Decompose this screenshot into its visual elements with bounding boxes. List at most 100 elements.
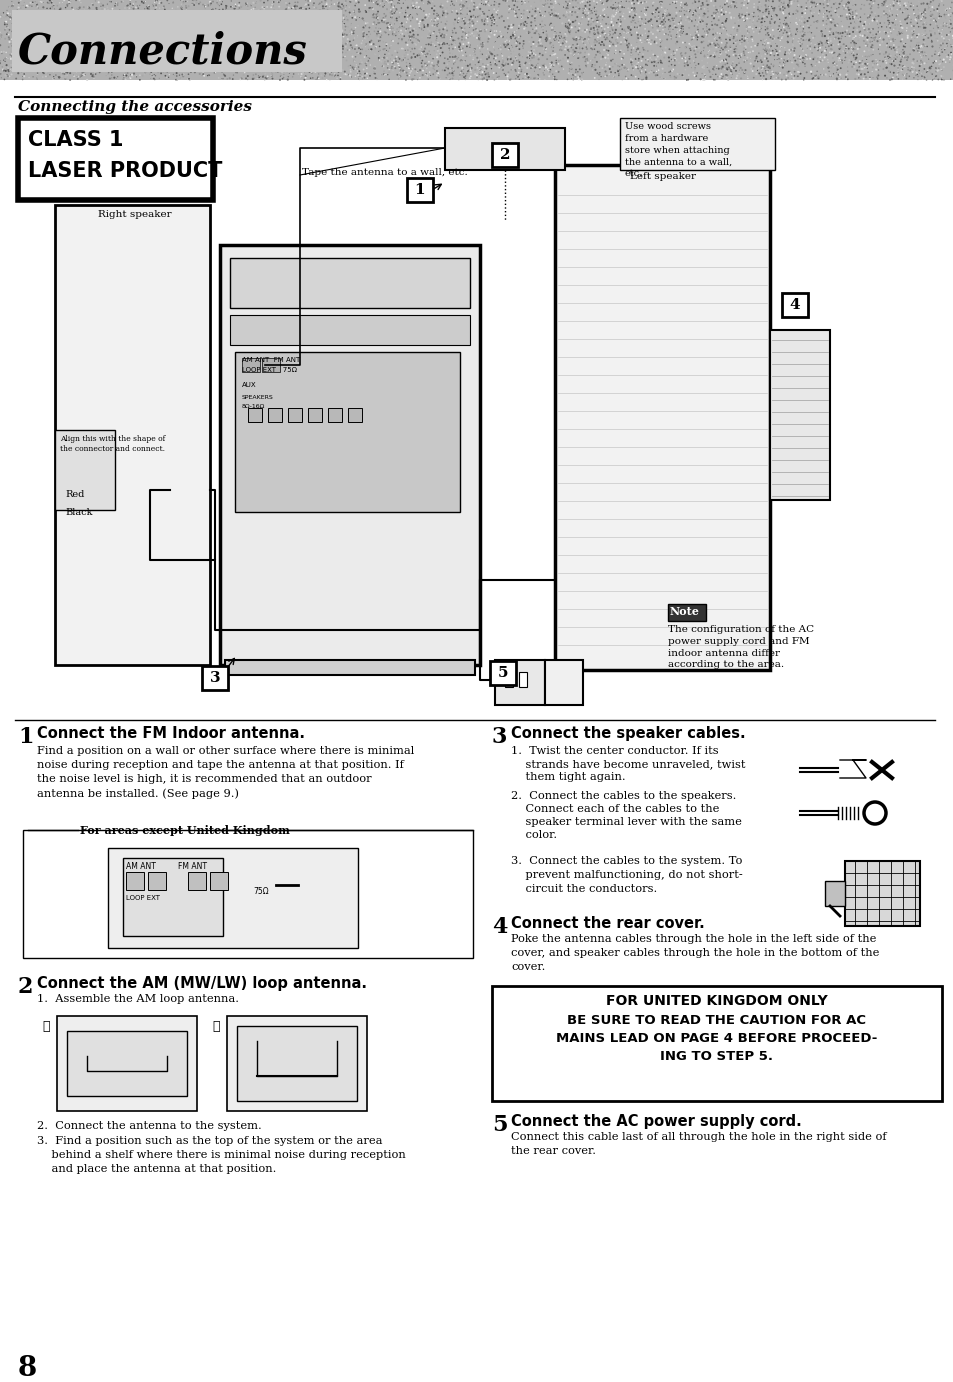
Point	[827, 1, 842, 23]
Point	[275, 50, 291, 72]
Point	[501, 10, 517, 32]
Point	[213, 36, 228, 58]
Point	[618, 35, 634, 57]
Point	[914, 51, 929, 73]
Point	[520, 65, 536, 87]
Point	[58, 61, 73, 83]
Point	[486, 19, 501, 41]
Point	[856, 64, 871, 86]
Point	[572, 17, 587, 39]
Point	[390, 0, 405, 14]
Point	[943, 41, 953, 64]
Point	[6, 25, 21, 47]
Point	[249, 41, 264, 64]
Point	[527, 0, 542, 19]
Point	[431, 55, 446, 77]
Point	[29, 11, 44, 33]
Point	[840, 59, 855, 82]
Point	[451, 10, 466, 32]
Point	[416, 10, 431, 32]
Point	[571, 0, 586, 19]
Point	[260, 58, 275, 80]
Point	[315, 0, 331, 18]
Point	[388, 50, 403, 72]
Point	[648, 19, 663, 41]
Point	[920, 48, 935, 70]
Point	[660, 18, 676, 40]
Point	[128, 40, 143, 62]
Point	[482, 0, 497, 15]
Point	[184, 48, 199, 70]
Point	[738, 36, 753, 58]
Point	[583, 7, 598, 29]
Point	[768, 4, 783, 26]
Point	[725, 7, 740, 29]
Point	[423, 33, 438, 55]
Point	[223, 25, 238, 47]
Point	[819, 0, 834, 22]
Point	[869, 66, 884, 88]
Point	[637, 39, 652, 61]
Point	[123, 0, 138, 11]
Point	[385, 30, 400, 53]
Point	[268, 53, 283, 75]
Point	[68, 55, 83, 77]
Point	[363, 0, 378, 19]
Point	[66, 26, 81, 48]
Point	[643, 61, 659, 83]
Point	[828, 0, 843, 19]
Point	[156, 30, 172, 53]
Point	[223, 3, 238, 25]
Point	[597, 22, 612, 44]
Point	[855, 53, 870, 75]
Point	[819, 30, 834, 53]
Point	[936, 6, 951, 28]
Point	[274, 65, 289, 87]
Point	[208, 0, 223, 22]
Point	[544, 44, 559, 66]
Point	[938, 41, 953, 64]
Text: 2.  Connect the antenna to the system.: 2. Connect the antenna to the system.	[37, 1121, 261, 1130]
Point	[333, 36, 348, 58]
Point	[169, 69, 184, 91]
Point	[264, 1, 279, 23]
Point	[105, 0, 120, 21]
Point	[444, 26, 459, 48]
Point	[787, 22, 802, 44]
Point	[914, 36, 929, 58]
Point	[822, 35, 838, 57]
Point	[160, 8, 175, 30]
Point	[631, 47, 646, 69]
Point	[220, 6, 235, 28]
Point	[882, 1, 897, 23]
Point	[652, 50, 667, 72]
Point	[712, 0, 727, 18]
Point	[318, 21, 334, 43]
Point	[640, 29, 656, 51]
Point	[108, 35, 123, 57]
Point	[535, 0, 550, 18]
Point	[799, 61, 814, 83]
Point	[230, 26, 245, 48]
Point	[832, 50, 847, 72]
Point	[930, 40, 945, 62]
Point	[673, 10, 688, 32]
Point	[120, 43, 135, 65]
Point	[304, 62, 319, 84]
Point	[471, 48, 486, 70]
Point	[342, 30, 357, 53]
Point	[42, 54, 57, 76]
Point	[181, 68, 196, 90]
Point	[895, 1, 910, 23]
Point	[0, 59, 11, 82]
Point	[815, 0, 830, 15]
Point	[408, 19, 423, 41]
Point	[567, 1, 582, 23]
Point	[852, 53, 867, 75]
Point	[256, 33, 272, 55]
Point	[82, 0, 97, 19]
Point	[418, 64, 434, 86]
Point	[0, 54, 14, 76]
Point	[310, 44, 325, 66]
Point	[803, 54, 819, 76]
